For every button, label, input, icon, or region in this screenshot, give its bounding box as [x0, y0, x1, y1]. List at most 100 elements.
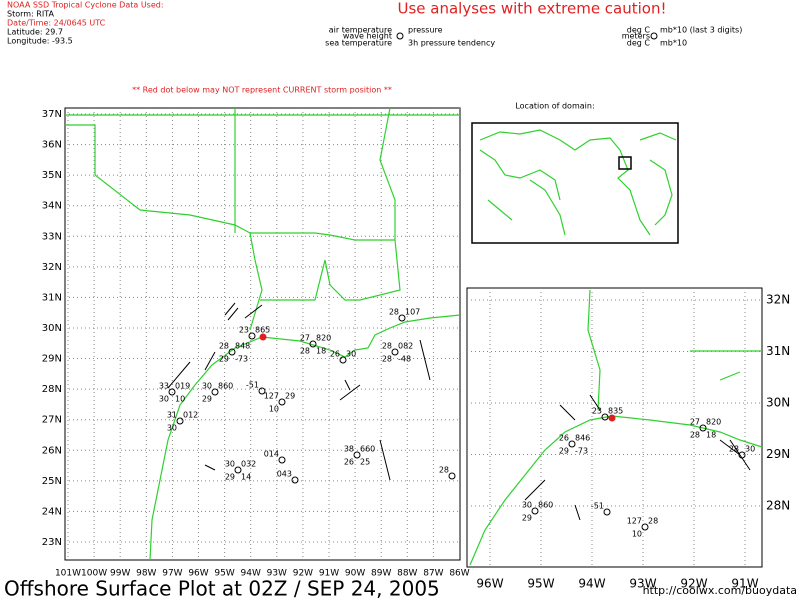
- lat-label: 31N: [766, 344, 790, 358]
- station-label: 082: [398, 342, 413, 351]
- station-label: 29: [285, 392, 295, 401]
- station-label: -73: [235, 355, 248, 364]
- lon-label: 87W: [423, 569, 443, 579]
- inset-coast: [469, 289, 763, 566]
- lon-label: 96W: [188, 569, 208, 579]
- station: [228, 348, 236, 356]
- lat-label: 29N: [42, 354, 62, 365]
- station-label: 107: [405, 308, 420, 317]
- station-label: 26: [344, 458, 354, 467]
- domain-title: Location of domain:: [515, 102, 594, 111]
- station-label: 10: [175, 395, 185, 404]
- station-label: 30: [225, 460, 235, 469]
- lat-label: 33N: [42, 231, 62, 242]
- lon-label: 94W: [578, 577, 605, 591]
- lat-label: 37N: [42, 109, 62, 120]
- station: [234, 466, 242, 474]
- lat-label: 32N: [42, 262, 62, 273]
- station-label: 848: [235, 342, 250, 351]
- main-map: [64, 107, 461, 561]
- lon-label: 95W: [527, 577, 554, 591]
- header: NOAA SSD Tropical Cyclone Data Used:Stor…: [7, 1, 164, 46]
- lon-label: 97W: [162, 569, 182, 579]
- lat-label: 24N: [42, 506, 62, 517]
- lon-label: 92W: [293, 569, 313, 579]
- lon-label: 101W: [55, 569, 81, 579]
- station-label: 127: [627, 517, 642, 526]
- warning: ** Red dot below may NOT represent CURRE…: [132, 86, 392, 95]
- legend-unit: meters: [622, 32, 650, 41]
- lat-label: 36N: [42, 140, 62, 151]
- storm-dot: [259, 333, 267, 341]
- station-label: 29: [219, 355, 229, 364]
- lat-label: 30N: [42, 323, 62, 334]
- station-label: 29: [202, 395, 212, 404]
- station-label: 30: [522, 501, 532, 510]
- lon-label: 89W: [371, 569, 391, 579]
- station: [391, 348, 399, 356]
- domain-coast: [479, 129, 677, 236]
- station-label: 043: [277, 470, 292, 479]
- lon-label: 96W: [476, 577, 503, 591]
- lon-label: 98W: [136, 569, 156, 579]
- station-label: 032: [241, 460, 256, 469]
- legend-text: pressure: [408, 26, 443, 35]
- station-label: 28: [300, 347, 310, 356]
- station: [278, 456, 286, 464]
- caution: Use analyses with extreme caution!: [397, 0, 666, 18]
- lat-label: 28N: [42, 384, 62, 395]
- lat-label: 30N: [766, 396, 790, 410]
- lon-label: 88W: [397, 569, 417, 579]
- main-coast: [65, 107, 461, 561]
- station-label: 10: [632, 530, 642, 539]
- legend-text: sea temperature: [325, 39, 392, 48]
- station-label: 30: [202, 382, 212, 391]
- lat-label: 23N: [42, 537, 62, 548]
- station-label: 28: [690, 431, 700, 440]
- station: [353, 451, 361, 459]
- footer-url: http://coolwx.com/buoydata: [643, 584, 797, 597]
- lon-label: 91W: [731, 577, 758, 591]
- wind-barb: [524, 394, 751, 521]
- legend-unit: mb*10 (last 3 digits): [660, 26, 742, 35]
- station-label: 38: [344, 445, 354, 454]
- header-line: Date/Time: 24/0645 UTC: [7, 19, 106, 28]
- station-label: 28: [389, 308, 399, 317]
- inset-map: [466, 287, 763, 568]
- station: [448, 472, 456, 480]
- domain-marker: [618, 156, 632, 170]
- station: [309, 340, 317, 348]
- lat-label: 34N: [42, 201, 62, 212]
- station-label: -51: [246, 381, 259, 390]
- station-label: 835: [608, 407, 623, 416]
- lat-label: 25N: [42, 476, 62, 487]
- station-label: 28: [439, 466, 449, 475]
- lat-label: 32N: [766, 293, 790, 307]
- station-label: 846: [575, 434, 590, 443]
- station-label: 865: [255, 326, 270, 335]
- station-label: 30: [346, 350, 356, 359]
- station-label: 25: [360, 458, 370, 467]
- station-label: -51: [591, 502, 604, 511]
- station-label: 012: [183, 411, 198, 420]
- footer-title: Offshore Surface Plot at 02Z / SEP 24, 2…: [4, 577, 440, 601]
- station-label: 28: [648, 517, 658, 526]
- station-label: 26: [559, 434, 569, 443]
- lon-label: 91W: [319, 569, 339, 579]
- station: [398, 314, 406, 322]
- station-label: 27: [690, 418, 700, 427]
- domain-map: [471, 122, 679, 244]
- station-label: 27: [300, 334, 310, 343]
- station: [176, 417, 184, 425]
- station-label: 26: [330, 350, 340, 359]
- station: [168, 388, 176, 396]
- legend-text: wave height: [343, 32, 392, 41]
- station: [699, 424, 707, 432]
- station-label: 28: [382, 355, 392, 364]
- station-label: 10: [269, 405, 279, 414]
- station-label: -48: [398, 355, 411, 364]
- station: [278, 398, 286, 406]
- station-label: 860: [538, 501, 553, 510]
- station-label: 660: [360, 445, 375, 454]
